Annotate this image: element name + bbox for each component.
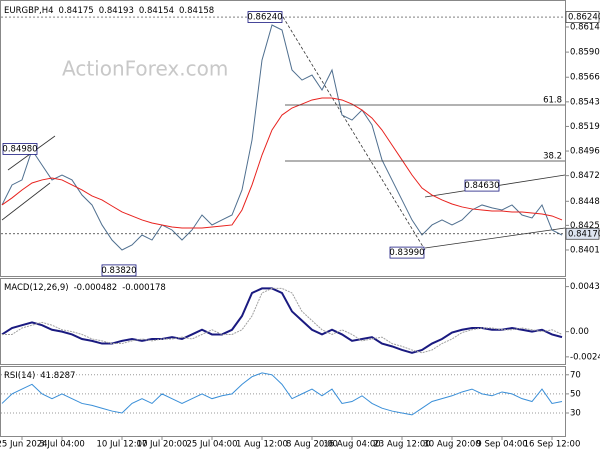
y-tick-label: -0.002434	[570, 352, 600, 362]
x-tick-label: 17 Jul 20:00	[137, 440, 188, 450]
trend-line	[282, 16, 426, 251]
price-label: 0.84980	[2, 144, 37, 154]
level-box	[565, 227, 600, 240]
header-value: 0.84154	[139, 6, 174, 16]
x-tick-label: 25 Jul 04:00	[187, 440, 238, 450]
y-tick-label: 0.85195	[570, 122, 600, 132]
series-line	[1, 97, 563, 229]
panel-title: EURGBP,H4	[4, 6, 54, 16]
panel-title: RSI(14)	[4, 371, 35, 381]
y-tick-label: 50	[570, 389, 581, 399]
price-box	[101, 264, 137, 277]
series-line	[2, 287, 563, 354]
x-tick-label: 3 Jul 04:00	[39, 440, 85, 450]
header-value: -0.000482	[74, 283, 118, 293]
panel-header: EURGBP,H4 0.84175 0.84193 0.84154 0.84158	[4, 6, 214, 16]
level-label: 0.86240	[568, 13, 600, 23]
y-tick-label: 0.86145	[570, 22, 600, 32]
x-tick-label: 25 Jun 2024	[0, 440, 48, 450]
header-value: 0.84158	[179, 6, 214, 16]
price-label: 0.83820	[101, 266, 136, 276]
y-tick-label: 0.84725	[570, 171, 600, 181]
y-tick-label: 0.85665	[570, 73, 600, 83]
price-box	[389, 246, 425, 259]
y-tick-label: 0.85905	[570, 48, 600, 58]
panel-title: MACD(12,26,9)	[4, 283, 69, 293]
header-value: 0.84193	[99, 6, 134, 16]
header-value: 0.84175	[59, 6, 94, 16]
price-box	[464, 179, 500, 192]
y-tick-label: 30	[570, 408, 581, 418]
channel-line	[424, 227, 566, 249]
level-label: 0.84170	[568, 229, 600, 239]
fib-label: 38.2	[543, 151, 562, 161]
panel-header: MACD(12,26,9) -0.000482 -0.000178	[4, 283, 166, 293]
series-line	[1, 372, 563, 416]
y-tick-label: 0.00	[570, 327, 589, 337]
price-box	[2, 143, 38, 155]
x-tick-label: 16 Aug 04:00	[323, 440, 380, 450]
series-line	[1, 24, 563, 251]
panel-border	[0, 278, 566, 365]
x-tick-label: 30 Aug 20:00	[423, 440, 480, 450]
series-line	[1, 287, 563, 354]
fib-label: 61.8	[543, 95, 562, 105]
panel-header: RSI(14) 41.8287	[4, 371, 75, 381]
x-tick-label: 1 Aug 12:00	[236, 440, 288, 450]
watermark: ActionForex.com	[62, 57, 228, 81]
panel-border	[0, 366, 566, 437]
y-tick-label: 70	[570, 370, 581, 380]
x-tick-label: 9 Sep 04:00	[476, 440, 527, 450]
level-box	[565, 11, 600, 23]
price-label: 0.84630	[464, 181, 499, 191]
x-tick-label: 23 Aug 12:00	[373, 440, 430, 450]
price-label: 0.86240	[247, 13, 282, 23]
channel-line	[1, 182, 51, 221]
panel-border	[0, 0, 566, 277]
header-value: 41.8287	[40, 371, 75, 381]
y-tick-label: 0.84015	[570, 245, 600, 255]
price-label: 0.83990	[389, 248, 424, 258]
x-tick-label: 8 Aug 20:00	[286, 440, 338, 450]
x-tick-label: 16 Sep 12:00	[524, 440, 581, 450]
header-value: -0.000178	[122, 283, 166, 293]
x-tick-label: 10 Jul 12:00	[97, 440, 148, 450]
y-tick-label: 0.004347	[570, 282, 600, 292]
price-box	[247, 11, 283, 23]
